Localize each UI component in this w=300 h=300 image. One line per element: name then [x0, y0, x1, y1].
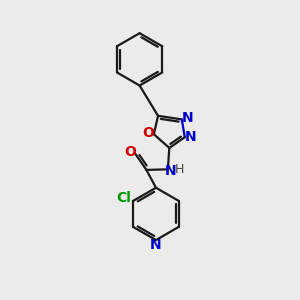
Text: Cl: Cl [116, 191, 131, 206]
Text: H: H [174, 163, 184, 176]
Text: N: N [181, 111, 193, 124]
Text: N: N [184, 130, 196, 144]
Text: O: O [124, 145, 136, 159]
Text: O: O [142, 126, 154, 140]
Text: N: N [150, 238, 162, 252]
Text: N: N [165, 164, 177, 178]
